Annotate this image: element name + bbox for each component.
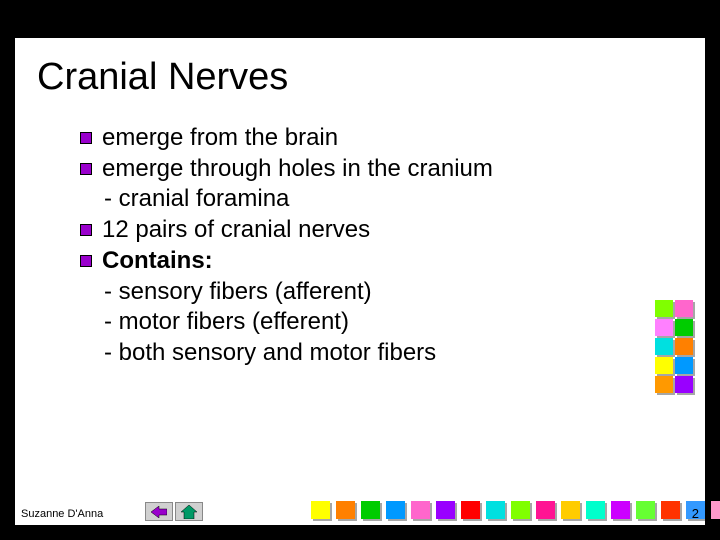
- deco-square: [655, 357, 673, 374]
- deco-square: [411, 501, 430, 519]
- deco-square: [311, 501, 330, 519]
- sub-line: - motor fibers (efferent): [80, 307, 705, 338]
- bullet-icon: [80, 132, 92, 144]
- deco-square: [655, 338, 673, 355]
- bullet-text: Contains:: [102, 246, 213, 277]
- deco-square: [675, 338, 693, 355]
- bullet-item: emerge from the brain: [80, 123, 705, 154]
- nav-back-button[interactable]: [145, 502, 173, 521]
- deco-square: [675, 357, 693, 374]
- bullet-item: 12 pairs of cranial nerves: [80, 215, 705, 246]
- home-icon: [181, 505, 197, 519]
- deco-square: [361, 501, 380, 519]
- deco-square: [461, 501, 480, 519]
- bullet-icon: [80, 163, 92, 175]
- deco-square: [655, 319, 673, 336]
- slide-title: Cranial Nerves: [15, 38, 705, 99]
- arrow-left-icon: [151, 506, 167, 518]
- deco-square: [436, 501, 455, 519]
- slide: Cranial Nerves emerge from the brain eme…: [15, 38, 705, 525]
- deco-square: [561, 501, 580, 519]
- slide-content: emerge from the brain emerge through hol…: [15, 99, 705, 369]
- footer-author: Suzanne D'Anna: [21, 508, 103, 520]
- deco-square: [486, 501, 505, 519]
- bullet-item: Contains:: [80, 246, 705, 277]
- deco-square: [655, 300, 673, 317]
- bullet-text: 12 pairs of cranial nerves: [102, 215, 370, 246]
- page-number: 2: [692, 506, 699, 521]
- deco-square: [636, 501, 655, 519]
- bullet-text: emerge from the brain: [102, 123, 338, 154]
- deco-square: [586, 501, 605, 519]
- sub-line: - cranial foramina: [80, 184, 705, 215]
- deco-right: [653, 300, 693, 395]
- deco-square: [675, 300, 693, 317]
- sub-line: - sensory fibers (afferent): [80, 277, 705, 308]
- deco-square: [386, 501, 405, 519]
- deco-square: [661, 501, 680, 519]
- deco-square: [675, 319, 693, 336]
- deco-square: [655, 376, 673, 393]
- nav-buttons: [145, 502, 205, 521]
- deco-square: [675, 376, 693, 393]
- sub-line: - both sensory and motor fibers: [80, 338, 705, 369]
- deco-square: [511, 501, 530, 519]
- deco-square: [711, 501, 720, 519]
- deco-square: [611, 501, 630, 519]
- bullet-item: emerge through holes in the cranium: [80, 154, 705, 185]
- deco-square: [536, 501, 555, 519]
- deco-bottom: [309, 501, 720, 519]
- bullet-text: emerge through holes in the cranium: [102, 154, 493, 185]
- bullet-icon: [80, 255, 92, 267]
- nav-home-button[interactable]: [175, 502, 203, 521]
- bullet-icon: [80, 224, 92, 236]
- deco-square: [336, 501, 355, 519]
